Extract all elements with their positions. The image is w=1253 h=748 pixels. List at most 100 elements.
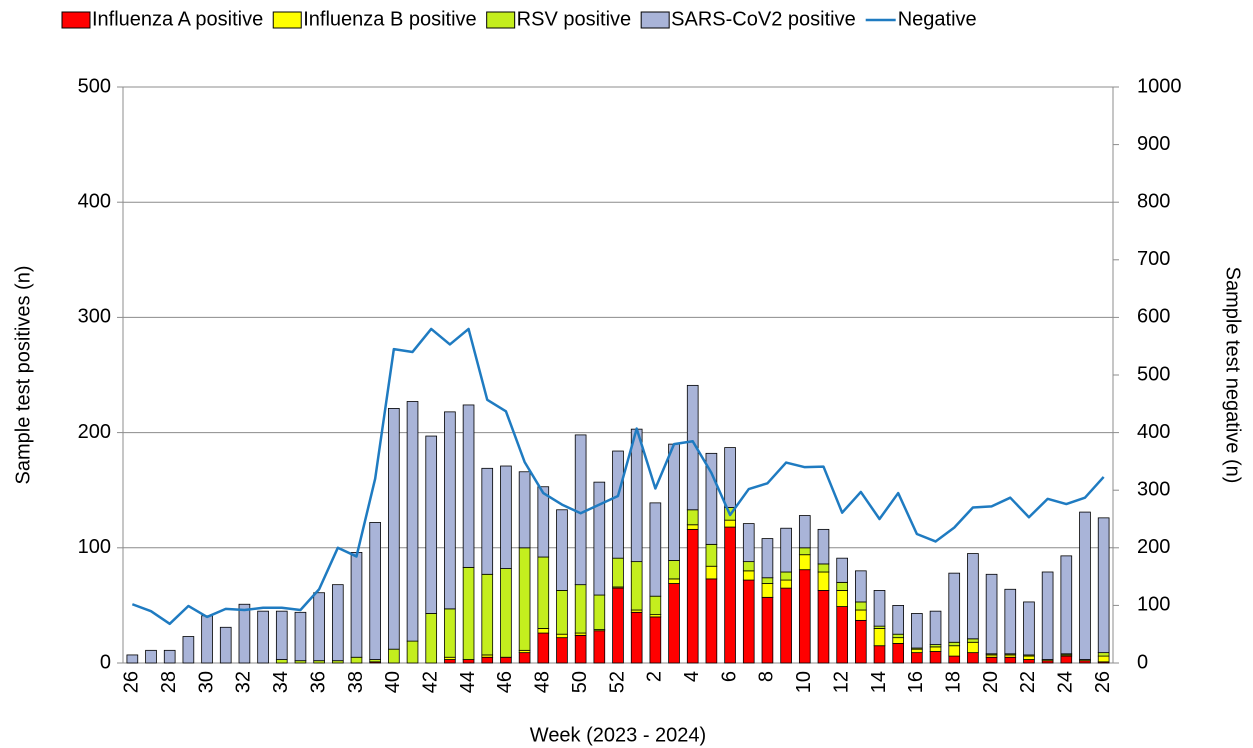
legend-label: SARS-CoV2 positive [671,8,856,30]
bar-segment [985,656,998,664]
bar-segment [798,554,811,571]
bar-segment [761,538,774,579]
bar-segment [425,613,438,664]
x-tick-label: 26 [121,671,143,693]
bar-segment [817,528,830,565]
bar-segment [294,611,307,662]
bar-segment [724,447,736,508]
bar-segment [481,573,494,656]
bar-segment [855,609,867,621]
legend-swatch [640,11,670,29]
bar-segment [649,595,662,616]
bar-segment [855,601,867,611]
bar-segment [892,605,905,635]
bar-segment [462,659,475,664]
y-axis-title: Sample test positives (n) [12,266,34,485]
y-tick-label: 400 [78,190,111,212]
y2-tick-label: 500 [1137,363,1170,385]
bar-segment [201,615,213,664]
y2-axis-title: Sample test negative (n) [1222,267,1244,484]
bar-segment [686,509,699,526]
y2-tick-label: 700 [1137,248,1170,270]
bar-segment [612,587,624,664]
y2-tick-label: 100 [1137,594,1170,616]
bar-segment [238,603,251,664]
bar-segment [967,638,979,643]
bar-segment [518,652,531,664]
bar-segment [406,401,419,642]
bar-segment [331,584,344,662]
bar-segment [1023,601,1035,656]
x-tick-label: 14 [868,671,890,693]
bar-segment [126,654,139,664]
bar-segment [892,637,905,644]
bar-segment [967,641,979,654]
bar-segment [798,515,811,549]
bar-segment [929,651,942,664]
bar-segment [798,547,811,556]
bar-segment [855,570,867,603]
bar-segment [182,636,195,664]
bar-segment [1060,655,1073,664]
bar-segment [462,566,475,660]
bar-segment [1041,571,1054,660]
bar-segment [836,606,848,664]
bar-segment [518,547,531,651]
bar-segment [686,384,699,511]
y2-tick-label: 800 [1137,190,1170,212]
bar-segment [1097,655,1110,663]
bar-segment [630,428,643,563]
y2-tick-label: 0 [1137,651,1148,673]
x-tick-label: 46 [494,671,516,693]
x-axis-title: Week (2023 - 2024) [530,724,706,746]
bar-segment [855,619,867,664]
bar-segment [780,579,792,589]
bar-segment [798,569,811,664]
bar-segment [556,590,568,635]
bar-segment [892,633,905,639]
y2-tick-label: 400 [1137,421,1170,443]
bar-segment [369,522,381,660]
bar-segment [350,552,363,658]
x-tick-label: 12 [830,671,852,693]
bar-segment [742,579,755,664]
bar-segment [929,646,942,652]
bar-segment [705,452,718,545]
bar-segment [593,630,606,664]
bar-segment [911,613,923,649]
bar-segment [1097,517,1110,654]
legend-swatch [272,11,302,29]
bar-segment [948,655,961,664]
x-tick-label: 40 [382,671,404,693]
y2-tick-label: 200 [1137,536,1170,558]
x-tick-label: 16 [905,671,927,693]
bar-segment [462,404,475,568]
bar-segment [668,578,680,584]
x-tick-label: 52 [606,671,628,693]
bar-segment [1023,655,1035,660]
bar-segment [948,645,961,657]
bar-segment [761,583,774,598]
bar-segment [948,572,961,643]
bar-segment [537,486,550,558]
bar-segment [649,502,662,597]
bar-segment [929,610,942,645]
bar-segment [985,573,998,655]
bar-segment [780,527,792,573]
x-tick-label: 36 [307,671,329,693]
x-tick-label: 10 [793,671,815,693]
bar-segment [219,626,232,664]
bar-segment [556,509,568,591]
bar-segment [705,565,718,580]
bar-segment [612,557,624,588]
bar-segment [537,556,550,629]
bar-segment [518,471,531,549]
bar-segment [911,648,923,654]
bar-segment [500,568,512,658]
y-tick-label: 200 [78,421,111,443]
bar-segment [444,608,456,658]
bar-segment [1097,652,1110,657]
bar-segment [612,450,624,559]
legend-label: Influenza A positive [92,8,263,30]
bar-segment [630,611,643,664]
